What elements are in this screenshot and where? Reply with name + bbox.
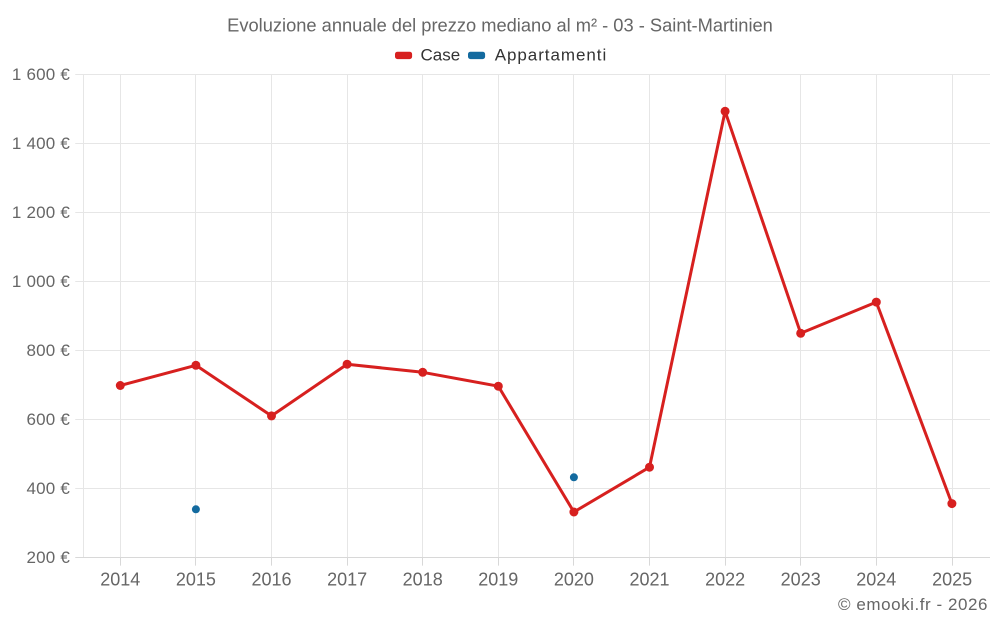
svg-text:Case: Case [421,46,461,65]
svg-text:2016: 2016 [251,570,291,590]
svg-text:2018: 2018 [403,570,443,590]
svg-text:2014: 2014 [100,570,140,590]
svg-text:2015: 2015 [176,570,216,590]
svg-text:Appartamenti: Appartamenti [495,46,608,65]
svg-text:1 400 €: 1 400 € [12,134,70,153]
svg-text:1 000 €: 1 000 € [12,272,70,291]
svg-text:2019: 2019 [478,570,518,590]
svg-text:200 €: 200 € [26,548,70,567]
svg-text:Evoluzione annuale del prezzo: Evoluzione annuale del prezzo mediano al… [227,14,773,35]
svg-text:2017: 2017 [327,570,367,590]
svg-text:400 €: 400 € [26,479,70,498]
svg-text:600 €: 600 € [26,410,70,429]
svg-text:2024: 2024 [856,570,896,590]
svg-text:2023: 2023 [781,570,821,590]
svg-text:2022: 2022 [705,570,745,590]
svg-text:1 600 €: 1 600 € [12,65,70,84]
svg-text:1 200 €: 1 200 € [12,203,70,222]
svg-text:2025: 2025 [932,570,972,590]
svg-text:800 €: 800 € [26,341,70,360]
svg-text:© emooki.fr - 2026: © emooki.fr - 2026 [838,595,988,614]
svg-text:2021: 2021 [629,570,669,590]
svg-text:2020: 2020 [554,570,594,590]
